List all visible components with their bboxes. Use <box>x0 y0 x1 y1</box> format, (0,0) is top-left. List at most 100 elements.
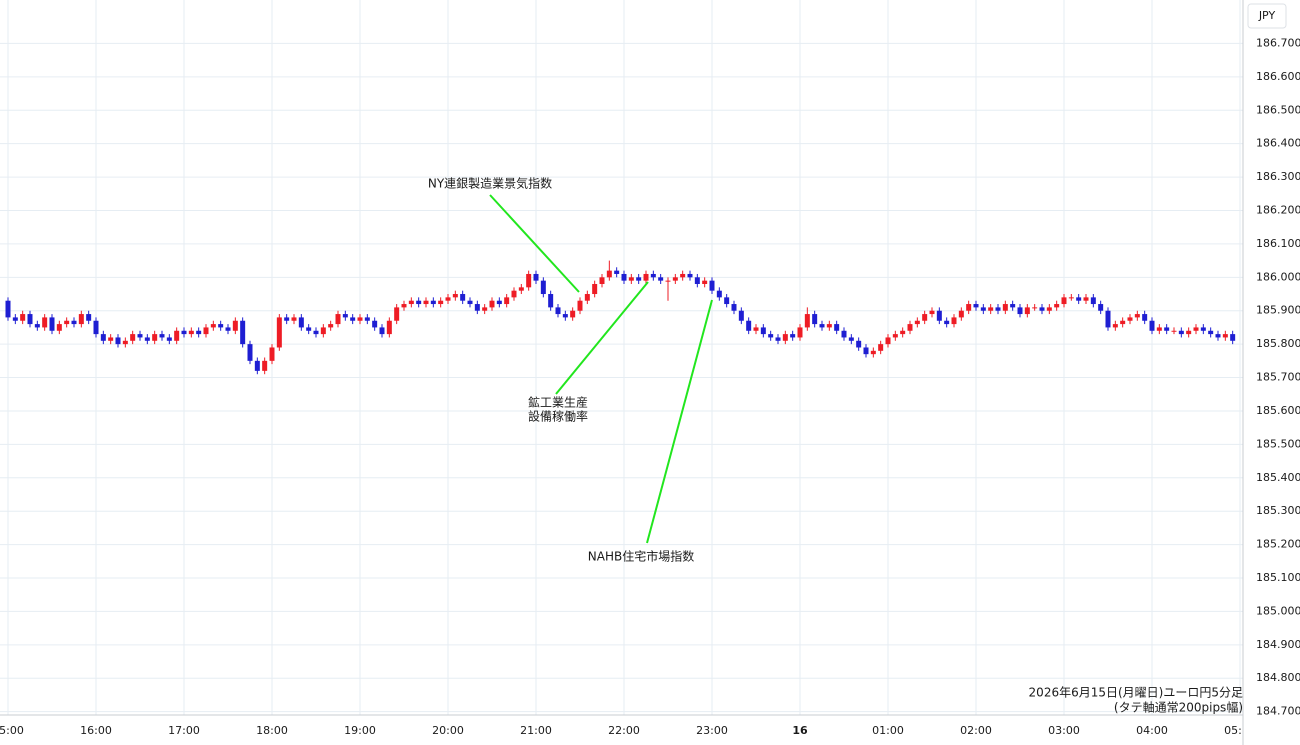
candle-body <box>328 324 334 328</box>
y-tick-label: 186.400 <box>1256 137 1300 150</box>
y-tick-label: 184.800 <box>1256 671 1300 684</box>
candle-body <box>980 307 986 311</box>
candle-body <box>1090 297 1096 305</box>
candle-body <box>137 334 143 338</box>
candle-body <box>269 347 275 361</box>
annotation-text: NY連銀製造業景気指数 <box>428 176 552 191</box>
candle-body <box>1193 327 1199 331</box>
x-tick-label: 02:00 <box>960 724 992 737</box>
candle-body <box>49 317 55 331</box>
candle-body <box>936 310 942 321</box>
candle-body <box>56 324 62 331</box>
x-tick-label: 03:00 <box>1048 724 1080 737</box>
candle-body <box>680 273 686 278</box>
candle-body <box>826 324 832 328</box>
candle-body <box>276 317 282 348</box>
candle-body <box>489 300 495 308</box>
candle-body <box>1105 310 1111 328</box>
candle-body <box>1017 307 1023 315</box>
candle-body <box>1222 334 1228 338</box>
candle-body <box>108 337 114 341</box>
candle-body <box>12 317 18 321</box>
candle-body <box>606 270 612 278</box>
candle-body <box>694 277 700 284</box>
candle-body <box>1230 334 1236 341</box>
candle-body <box>592 283 598 295</box>
y-tick-label: 185.400 <box>1256 471 1300 484</box>
candle-body <box>716 290 722 298</box>
annotation-leader <box>489 194 580 293</box>
candle-body <box>93 320 99 335</box>
candle-body <box>430 300 436 305</box>
candle-body <box>709 280 715 291</box>
candles <box>5 260 1236 375</box>
candle-body <box>782 334 788 341</box>
candle-body <box>672 277 678 281</box>
candle-body <box>738 310 744 321</box>
candle-body <box>144 337 150 341</box>
candle-body <box>27 314 33 325</box>
candle-body <box>86 314 92 321</box>
candle-body <box>1002 304 1008 311</box>
x-tick-label: 15:00 <box>0 724 24 737</box>
candle-body <box>878 344 884 351</box>
candle-body <box>1068 297 1074 299</box>
candle-body <box>445 297 451 301</box>
x-tick-label: 01:00 <box>872 724 904 737</box>
x-tick-label: 20:00 <box>432 724 464 737</box>
candle-body <box>958 310 964 318</box>
candle-body <box>907 324 913 331</box>
candle-body <box>159 334 165 338</box>
candle-body <box>71 320 77 325</box>
candle-body <box>562 314 568 318</box>
candle-body <box>790 334 796 338</box>
candle-body <box>130 334 136 341</box>
candle-body <box>665 280 671 282</box>
candle-body <box>152 334 158 341</box>
candle-body <box>804 314 810 328</box>
candle-body <box>922 314 928 321</box>
candle-body <box>284 317 290 321</box>
candle-body <box>350 317 356 321</box>
y-tick-label: 184.700 <box>1256 705 1300 718</box>
candle-body <box>166 337 172 341</box>
currency-box <box>1247 3 1287 29</box>
x-tick-label: 19:00 <box>344 724 376 737</box>
candle-body <box>856 340 862 348</box>
y-tick-label: 185.200 <box>1256 538 1300 551</box>
candle-body <box>1178 330 1184 335</box>
annotation-text: 鉱工業生産 <box>528 395 588 410</box>
y-tick-label: 185.100 <box>1256 571 1300 584</box>
candle-body <box>577 300 583 311</box>
candle-body <box>504 297 510 305</box>
candle-body <box>181 330 187 335</box>
candle-body <box>372 320 378 328</box>
candle-body <box>1142 314 1148 321</box>
candle-body <box>394 307 400 321</box>
y-axis-label: JPY <box>1258 9 1276 22</box>
candle-body <box>753 327 759 331</box>
candle-body <box>548 294 554 308</box>
candle-body <box>518 287 524 291</box>
candle-body <box>621 273 627 281</box>
candle-body <box>1032 307 1038 309</box>
candle-body <box>724 297 730 305</box>
candle-body <box>1149 320 1155 331</box>
candle-body <box>951 317 957 325</box>
y-tick-label: 186.300 <box>1256 170 1300 183</box>
candle-body <box>900 330 906 335</box>
candle-body <box>423 300 429 305</box>
note: 2026年6月15日(月曜日)ユーロ円5分足 <box>1029 686 1243 700</box>
candle-body <box>1156 327 1162 331</box>
candle-body <box>196 330 202 335</box>
x-tick-label: 22:00 <box>608 724 640 737</box>
candle-body <box>78 314 84 325</box>
candle-body <box>636 277 642 281</box>
candle-body <box>320 327 326 335</box>
candle-body <box>1061 297 1067 305</box>
candle-body <box>1010 304 1016 308</box>
candle-body <box>819 324 825 328</box>
candle-body <box>1164 327 1170 331</box>
candle-body <box>1098 304 1104 311</box>
